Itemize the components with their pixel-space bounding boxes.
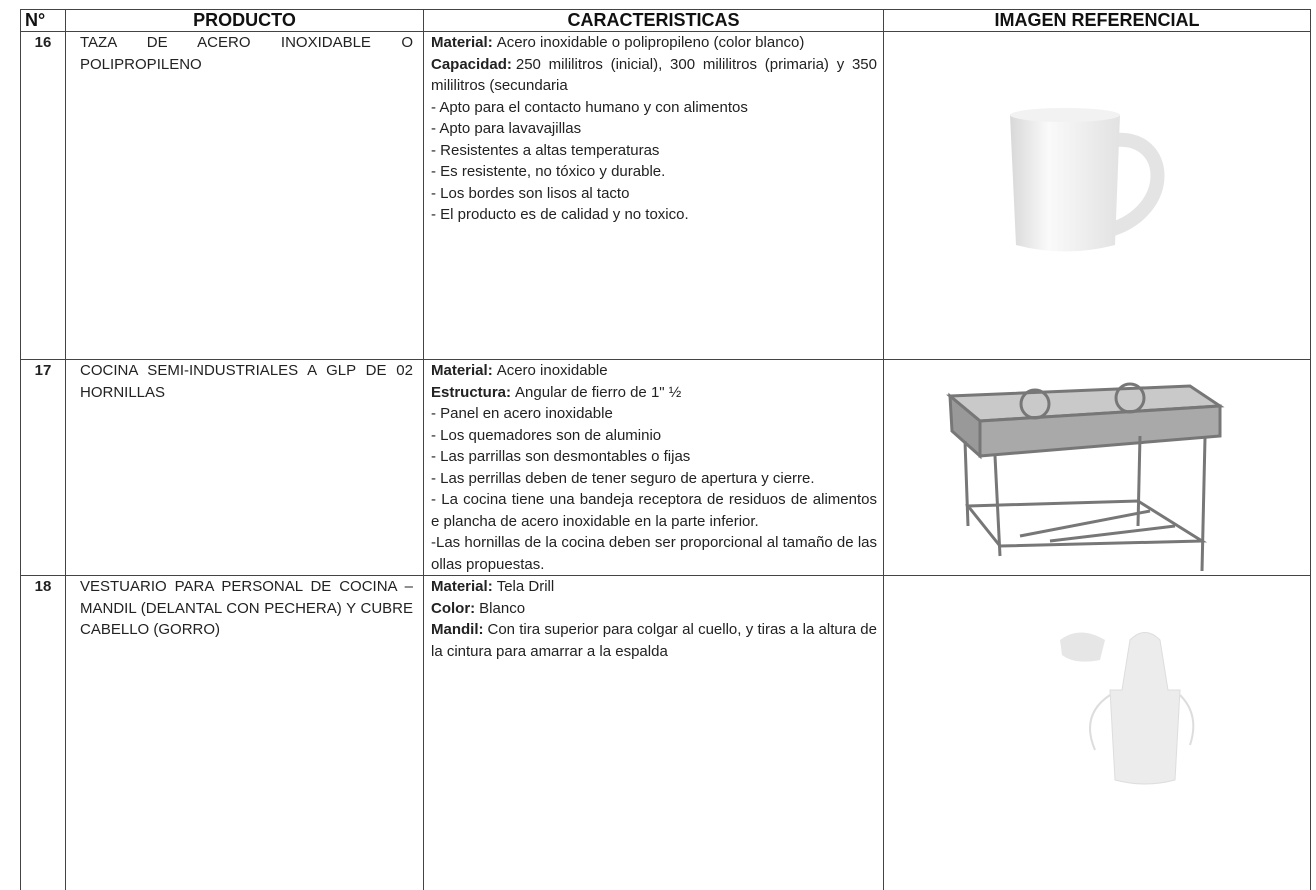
feature-text: 250 mililitros (inicial), 300 mililitros… <box>431 55 877 95</box>
column-header: CARACTERISTICAS <box>423 9 884 32</box>
feature-line: Color: Blanco <box>431 598 877 620</box>
feature-line: Material: Acero inoxidable <box>431 360 877 382</box>
features: Material: Tela Drill Color: Blanco Mandil: Co… <box>423 575 884 890</box>
feature-label: Material: <box>431 362 493 379</box>
feature-text: - Apto para el contacto humano y con ali… <box>431 98 748 116</box>
feature-line: - La cocina tiene una bandeja receptora … <box>431 489 877 532</box>
mug-image <box>1010 108 1165 252</box>
product-row: 18 VESTUARIO PARA PERSONAL DE COCINA – MA… <box>20 575 1311 890</box>
features: Material: Acero inoxidable o polipropilen… <box>423 31 884 360</box>
feature-label: Capacidad: <box>431 55 512 73</box>
feature-text: - La cocina tiene una bandeja receptora … <box>431 491 877 530</box>
reference-image-cell <box>883 575 1311 890</box>
feature-label: Material: <box>431 34 493 51</box>
feature-line: - Las perrillas deben de tener seguro de… <box>431 468 877 490</box>
feature-label: Mandil: <box>431 621 484 638</box>
feature-line: - Los bordes son lisos al tacto <box>431 183 877 205</box>
column-header: N° <box>20 9 66 32</box>
feature-label: Color: <box>431 599 476 617</box>
column-header: PRODUCTO <box>65 9 424 32</box>
feature-text: -Las hornillas de la cocina deben ser pr… <box>431 534 877 573</box>
feature-line: -Las hornillas de la cocina deben ser pr… <box>431 532 877 575</box>
apron-image <box>1060 632 1195 785</box>
feature-line: - Los quemadores son de aluminio <box>431 425 877 447</box>
feature-line: - Resistentes a altas temperaturas <box>431 140 877 162</box>
feature-text: - Los quemadores son de aluminio <box>431 426 662 444</box>
features: Material: Acero inoxidable Estructura: Angu… <box>423 359 884 576</box>
feature-line: - Panel en acero inoxidable <box>431 403 877 425</box>
feature-line: - Apto para el contacto humano y con ali… <box>431 97 877 119</box>
product-name: VESTUARIO PARA PERSONAL DE COCINA – MAND… <box>65 575 424 890</box>
feature-line: - Es resistente, no tóxico y durable. <box>431 161 877 183</box>
feature-text: - Resistentes a altas temperaturas <box>431 141 660 159</box>
product-row: 16 TAZA DE ACERO INOXIDABLE O POLIPROPILE… <box>20 31 1311 360</box>
feature-line: Material: Tela Drill <box>431 576 877 598</box>
feature-text: - Panel en acero inoxidable <box>431 405 613 422</box>
feature-line: - Apto para lavavajillas <box>431 118 877 140</box>
feature-text: Blanco <box>479 599 526 617</box>
stove-image <box>946 382 1225 572</box>
product-name: TAZA DE ACERO INOXIDABLE O POLIPROPILENO <box>65 31 424 360</box>
feature-text: Con tira superior para colgar al cuello,… <box>431 621 877 660</box>
feature-line: Material: Acero inoxidable o polipropilen… <box>431 32 877 54</box>
feature-line: - El producto es de calidad y no toxico. <box>431 204 877 226</box>
feature-text: Tela Drill <box>496 578 555 595</box>
product-row: 17 COCINA SEMI-INDUSTRIALES A GLP DE 02 H… <box>20 359 1311 576</box>
feature-line: Mandil: Con tira superior para colgar al … <box>431 619 877 662</box>
feature-label: Material: <box>431 578 493 595</box>
column-header: IMAGEN REFERENCIAL <box>883 9 1311 32</box>
feature-text: - El producto es de calidad y no toxico. <box>431 206 689 223</box>
item-number: 16 <box>20 31 66 360</box>
feature-text: - Apto para lavavajillas <box>431 120 582 137</box>
product-table: N° PRODUCTO CARACTERISTICAS IMAGEN REFERENC… <box>20 9 1311 890</box>
feature-line: Estructura: Angular de fierro de 1" ½ <box>431 382 877 404</box>
feature-line: Capacidad: 250 mililitros (inicial), 300 … <box>431 54 877 97</box>
feature-text: Angular de fierro de 1" ½ <box>515 383 682 401</box>
item-number: 18 <box>20 575 66 890</box>
item-number: 17 <box>20 359 66 576</box>
feature-line: - Las parrillas son desmontables o fijas <box>431 446 877 468</box>
product-name: COCINA SEMI-INDUSTRIALES A GLP DE 02 HOR… <box>65 359 424 576</box>
feature-label: Estructura: <box>431 383 512 401</box>
feature-text: - Las perrillas deben de tener seguro de… <box>431 469 815 487</box>
feature-text: Acero inoxidable o polipropileno (color … <box>496 34 805 51</box>
feature-text: - Los bordes son lisos al tacto <box>431 184 630 202</box>
table-body: 16 TAZA DE ACERO INOXIDABLE O POLIPROPILE… <box>20 31 1311 890</box>
feature-text: - Las parrillas son desmontables o fijas <box>431 448 691 465</box>
feature-text: Acero inoxidable <box>496 362 608 379</box>
feature-text: - Es resistente, no tóxico y durable. <box>431 163 666 180</box>
header-row: N° PRODUCTO CARACTERISTICAS IMAGEN REFERENC… <box>20 9 1311 32</box>
